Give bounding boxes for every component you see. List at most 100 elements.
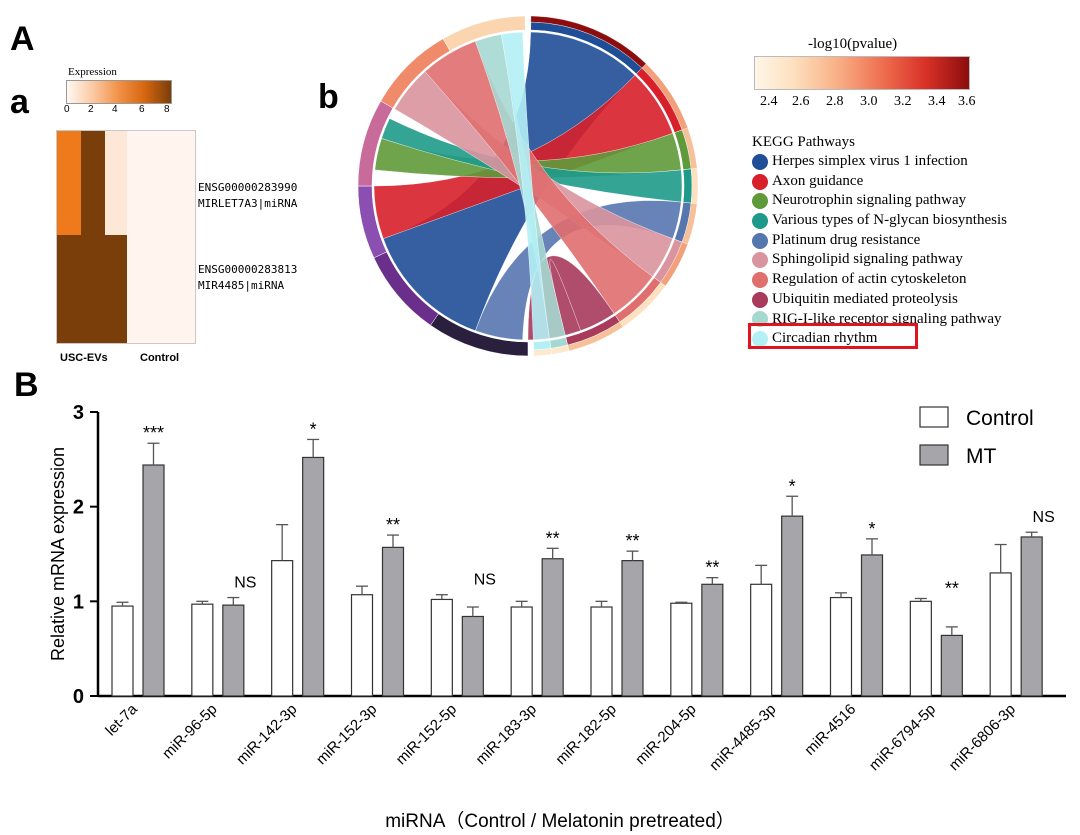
colorbar-tick: 3.6	[958, 94, 976, 109]
legend-label: Control	[966, 407, 1034, 430]
heatmap-cell	[105, 131, 127, 235]
significance-label: **	[386, 515, 400, 535]
bar-chart: 0 1 2 3 Relative mRNA expression miRNA（Contro…	[48, 402, 1066, 832]
kegg-legend-label: RIG-I-like receptor signaling pathway	[772, 310, 1002, 327]
kegg-legend-item: Platinum drug resistance	[752, 231, 1007, 251]
bar-mt	[1020, 536, 1043, 697]
kegg-legend-item: Sphingolipid signaling pathway	[752, 250, 1007, 270]
heatmap-tick: 0	[64, 104, 70, 115]
heatmap-group-label: USC-EVs	[60, 352, 108, 364]
x-tick-label: miR-152-3p	[313, 701, 380, 768]
heatmap-legend-title: Expression	[68, 66, 117, 78]
legend-swatch-icon	[752, 193, 768, 210]
kegg-legend-item: Neurotrophin signaling pathway	[752, 191, 1007, 211]
heatmap-grid	[56, 130, 196, 344]
heatmap-row-label: ENSG00000283990 MIRLET7A3|miRNA	[198, 180, 297, 212]
bar-control	[989, 572, 1012, 697]
circadian-highlight-box	[748, 323, 918, 349]
kegg-legend-label: Sphingolipid signaling pathway	[772, 251, 963, 268]
kegg-legend-label: Axon guidance	[772, 172, 864, 189]
chord-diagram	[357, 15, 699, 357]
kegg-legend-label: Platinum drug resistance	[772, 231, 921, 248]
colorbar-tick: 3.0	[860, 94, 878, 109]
kegg-legend-item: Circadian rhythm	[752, 329, 1007, 349]
x-tick-label: miR-4516	[801, 701, 859, 759]
legend-swatch-icon	[752, 232, 768, 249]
heatmap-cell	[57, 235, 127, 343]
kegg-legend-label: Regulation of actin cytoskeleton	[772, 271, 967, 288]
bar-mt	[381, 546, 405, 697]
panel-label-a: a	[10, 83, 29, 121]
heatmap-tick: 8	[164, 104, 170, 115]
bar-control	[909, 600, 932, 697]
bar-mt	[302, 456, 325, 697]
colorbar-tick: 3.2	[894, 94, 912, 109]
x-tick-label: let-7a	[102, 700, 141, 739]
kegg-legend-label: Various types of N-glycan biosynthesis	[772, 212, 1007, 229]
bar-mt	[860, 554, 884, 697]
kegg-legend-item: Ubiquitin mediated proteolysis	[752, 290, 1007, 310]
panel-label-A: A	[10, 20, 35, 58]
colorbar-title: -log10(pvalue)	[808, 36, 898, 52]
y-tick-label: 1	[73, 591, 84, 613]
chord-pathway-arc	[682, 168, 693, 204]
significance-label: NS	[1033, 509, 1055, 526]
heatmap-row-name: MIR4485|miRNA	[198, 279, 285, 292]
x-tick-label: miR-6794-5p	[866, 701, 939, 774]
bar-control	[191, 603, 214, 697]
legend-swatch-icon	[752, 252, 768, 269]
kegg-legend-item: Axon guidance	[752, 172, 1007, 192]
significance-label: **	[705, 558, 719, 578]
x-tick-label: miR-182-5p	[552, 701, 619, 768]
bar-mt	[142, 464, 165, 697]
legend-swatch-icon	[752, 153, 768, 170]
kegg-legend-item: Various types of N-glycan biosynthesis	[752, 211, 1007, 231]
legend-swatch-icon	[752, 212, 768, 229]
bar-control	[111, 605, 134, 697]
x-tick-label: miR-204-5p	[632, 701, 699, 768]
x-tick-label: miR-183-3p	[473, 701, 540, 768]
kegg-legend-label: Ubiquitin mediated proteolysis	[772, 290, 958, 307]
colorbar-gradient	[754, 56, 970, 90]
bar-mt	[940, 634, 963, 697]
x-axis-label: miRNA（Control / Melatonin pretreated）	[385, 810, 735, 832]
bar-control	[829, 596, 853, 697]
heatmap-cell	[81, 131, 105, 235]
bar-control	[670, 602, 693, 697]
chord-pvalue-arc	[690, 168, 699, 204]
bar-mt	[701, 583, 724, 697]
significance-label: **	[546, 528, 560, 548]
bar-mt	[541, 558, 564, 697]
chord-gene-arc	[442, 15, 526, 52]
kegg-legend-item: Regulation of actin cytoskeleton	[752, 270, 1007, 290]
legend-swatch-icon	[752, 173, 768, 190]
chord-ribbon	[381, 118, 683, 203]
y-tick-label: 2	[73, 497, 84, 519]
x-tick-label: miR-6806-3p	[946, 701, 1019, 774]
x-tick-label: miR-142-3p	[233, 701, 300, 768]
legend-swatch-icon	[752, 271, 768, 288]
heatmap-row-id: ENSG00000283990	[198, 181, 298, 194]
bar-control	[350, 594, 374, 697]
colorbar-ticks: 2.4 2.6 2.8 3.0 3.2 3.4 3.6	[752, 94, 992, 112]
legend-label: MT	[966, 445, 996, 468]
heatmap-row-id: ENSG00000283813	[198, 263, 298, 276]
y-tick-label: 0	[73, 686, 84, 708]
bar-control	[750, 583, 773, 697]
heatmap-row-label: ENSG00000283813 MIR4485|miRNA	[198, 262, 297, 294]
significance-label: **	[945, 578, 959, 598]
kegg-legend-title: KEGG Pathways	[752, 134, 855, 150]
colorbar-tick: 3.4	[928, 94, 946, 109]
kegg-legend-label: Herpes simplex virus 1 infection	[772, 153, 968, 169]
y-tick-label: 3	[73, 402, 84, 424]
bar-control	[430, 598, 453, 697]
significance-label: *	[310, 419, 317, 439]
bar-control	[271, 560, 294, 697]
chord-pathway-arc	[533, 340, 552, 351]
significance-label: NS	[234, 575, 256, 592]
x-tick-label: miR-4485-3p	[706, 701, 779, 774]
heatmap-tick: 4	[112, 104, 118, 115]
bar-control	[590, 606, 613, 697]
heatmap-cell	[57, 131, 81, 235]
colorbar-tick: 2.6	[792, 94, 810, 109]
